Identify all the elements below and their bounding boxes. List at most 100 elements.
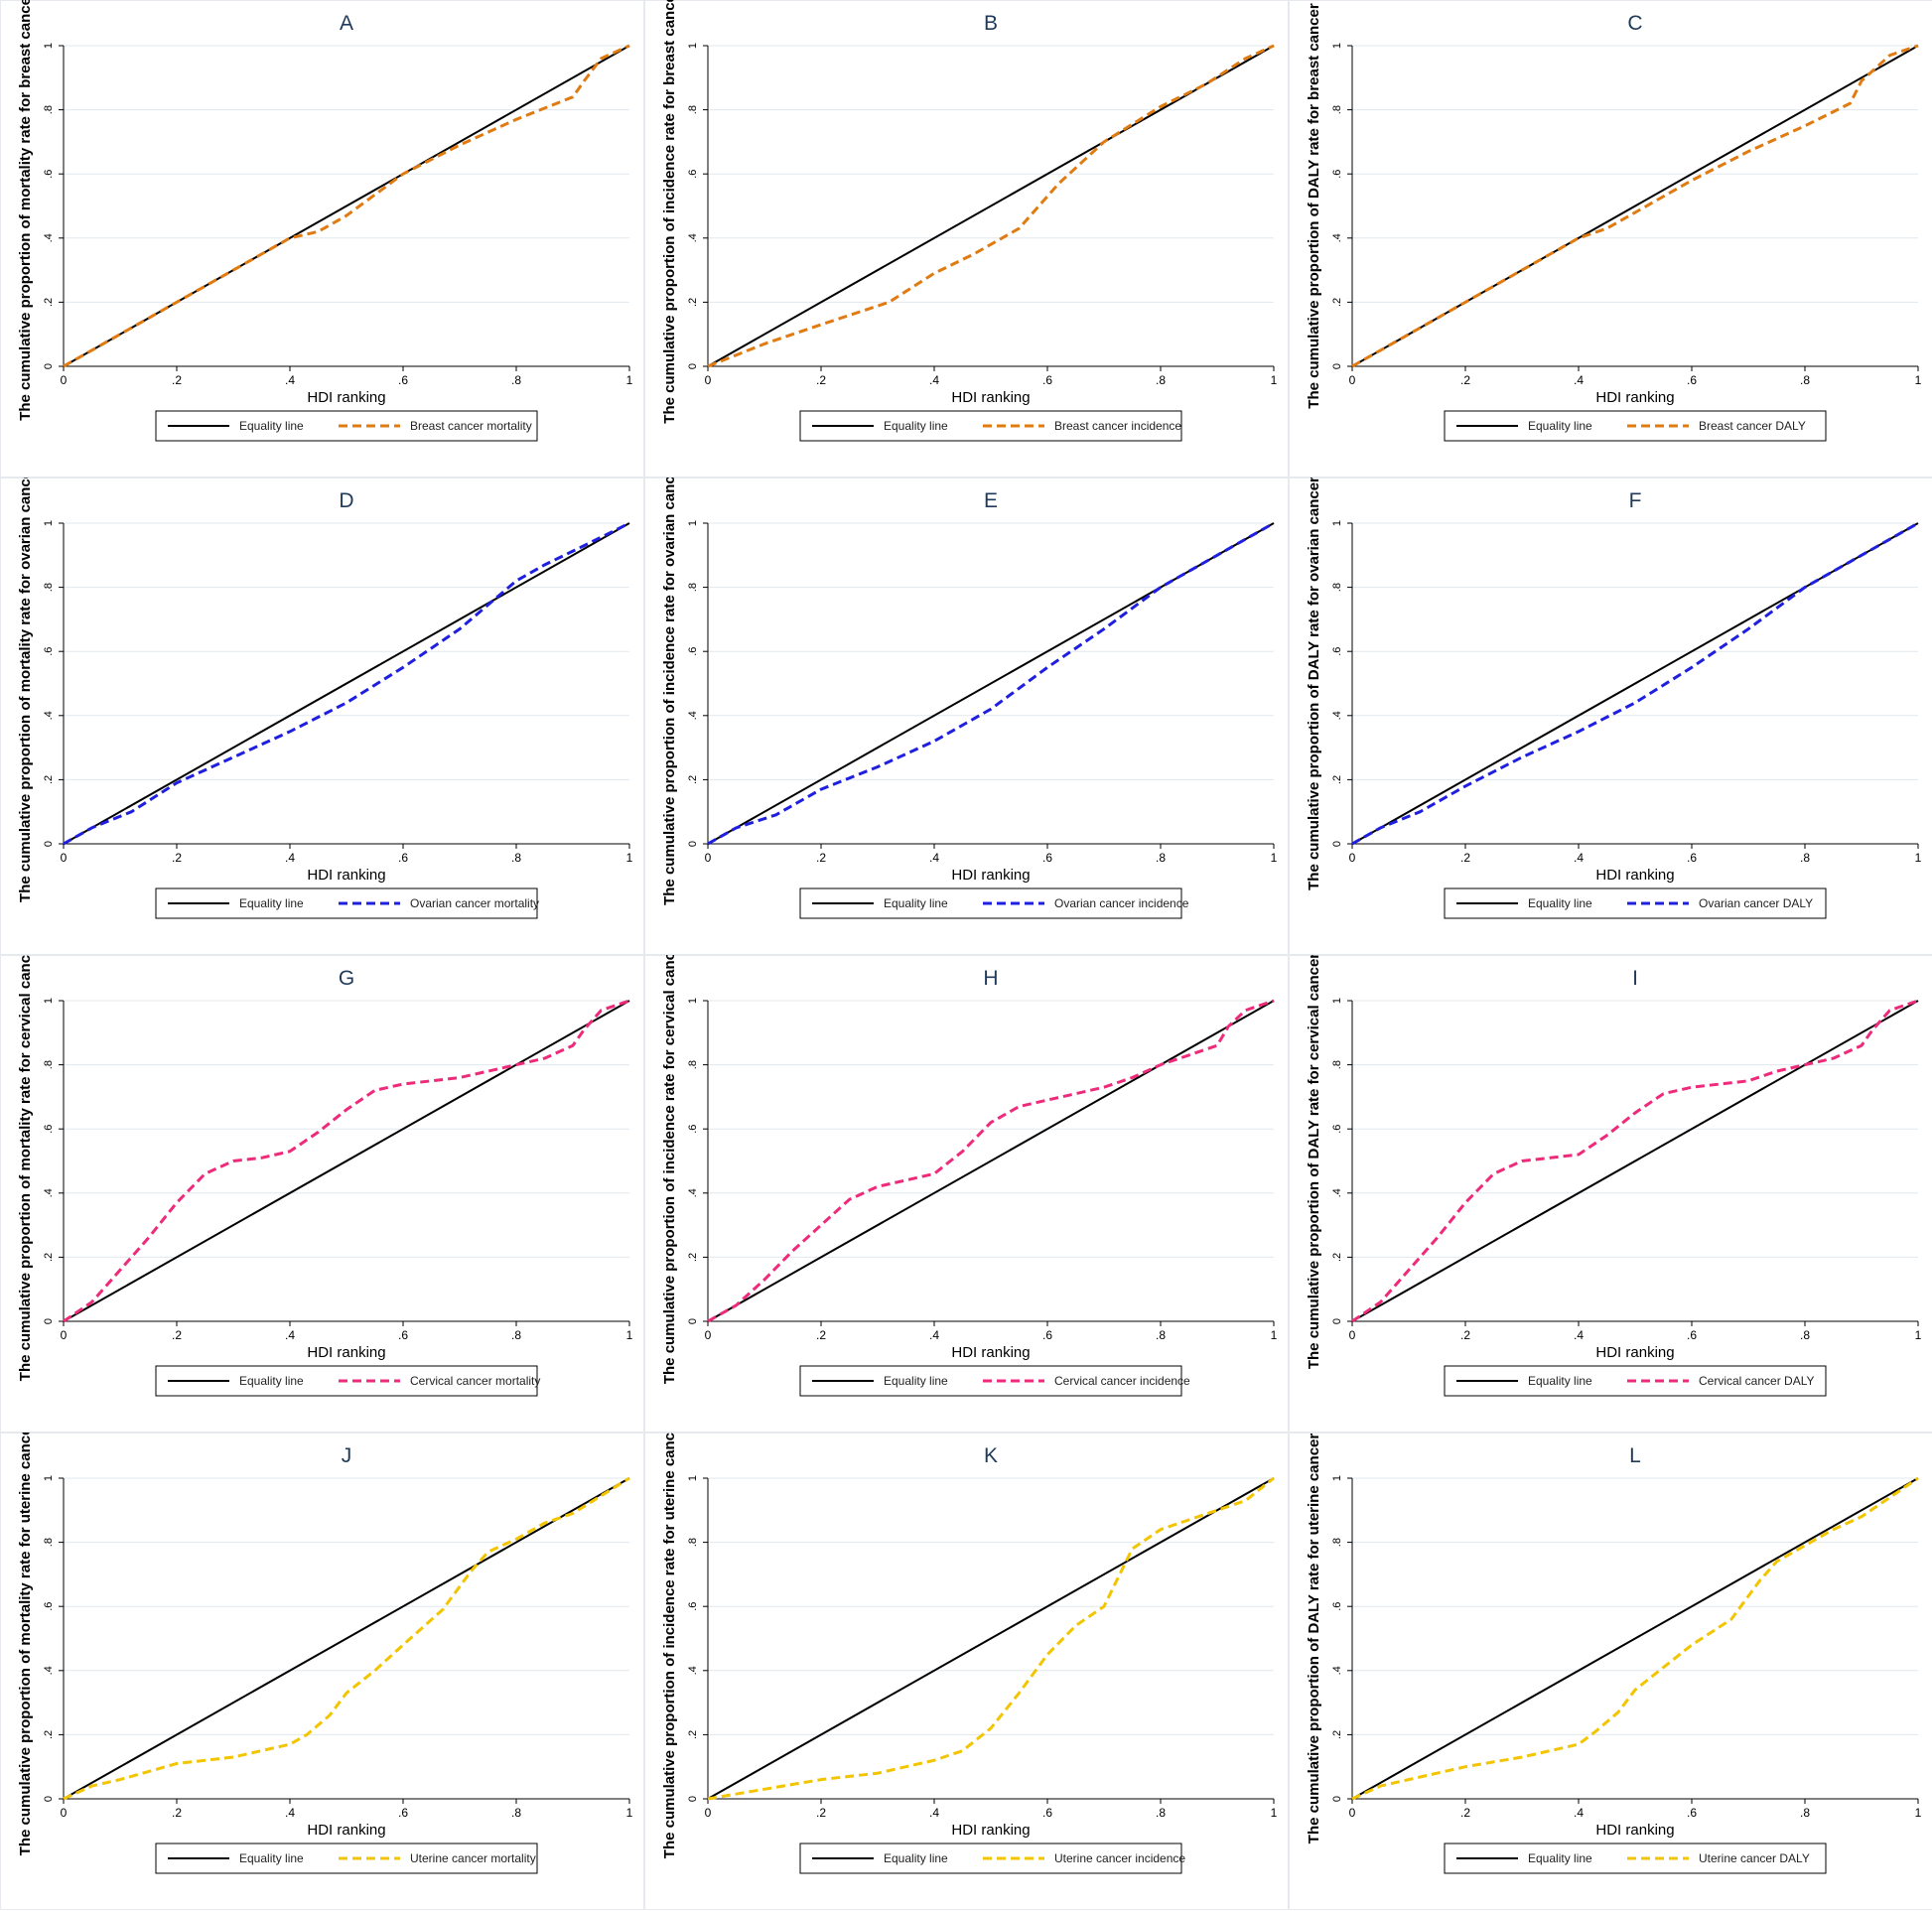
- y-tick-label: .8: [1331, 1060, 1343, 1069]
- legend: Equality line Uterine cancer DALY: [1444, 1843, 1827, 1874]
- equality-line: [1351, 1477, 1919, 1800]
- x-tick-label: 1: [1271, 851, 1278, 865]
- data-series-line: [1351, 1476, 1919, 1801]
- y-tick-label: .4: [43, 1666, 55, 1675]
- y-tick-label: .2: [1331, 298, 1343, 307]
- legend-label: Equality line: [884, 1374, 948, 1388]
- y-axis-label: The cumulative proportion of mortality r…: [17, 478, 34, 902]
- legend: Equality line Uterine cancer mortality: [155, 1843, 538, 1874]
- y-tick-label: 1: [43, 998, 55, 1004]
- x-tick-label: .2: [1460, 1328, 1470, 1342]
- x-tick-label: .6: [1042, 373, 1052, 387]
- panel-frame: [1289, 478, 1932, 955]
- x-tick-label: 0: [61, 373, 68, 387]
- panel-frame: [0, 478, 644, 955]
- data-series-line: [1351, 999, 1919, 1323]
- legend-label: Equality line: [884, 1851, 948, 1865]
- panel-title: E: [984, 489, 998, 512]
- x-tick-label: .2: [172, 851, 182, 865]
- x-axis-label: HDI ranking: [1595, 1822, 1674, 1839]
- y-tick-label: .2: [687, 1253, 699, 1262]
- y-tick-label: 0: [1331, 1318, 1343, 1324]
- x-tick-label: 1: [1915, 851, 1922, 865]
- x-tick-label: 1: [626, 1328, 633, 1342]
- x-tick-label: 1: [1271, 1806, 1278, 1820]
- y-axis-label: The cumulative proportion of incidence r…: [661, 1433, 678, 1858]
- y-tick-label: .6: [687, 170, 699, 179]
- legend: Equality line Cervical cancer mortality: [155, 1365, 540, 1397]
- x-tick-label: 1: [626, 851, 633, 865]
- legend-label: Equality line: [1528, 1851, 1592, 1865]
- y-tick-label: .2: [43, 298, 55, 307]
- x-tick-label: 0: [61, 1806, 68, 1820]
- data-series-line: [707, 521, 1275, 846]
- chart-panel-b: 00 .2 .2 .4 .4 .6 .6 .8 .8 1 1 B HDI ranking The cumu…: [644, 0, 1289, 478]
- y-tick-label: .6: [43, 170, 55, 179]
- x-tick-label: .6: [398, 1328, 408, 1342]
- x-tick-label: .8: [1800, 373, 1810, 387]
- y-tick-label: .6: [687, 1602, 699, 1611]
- y-tick-label: 0: [687, 841, 699, 847]
- y-tick-label: .4: [43, 1188, 55, 1197]
- legend-label: Equality line: [1528, 419, 1592, 433]
- x-tick-label: .8: [511, 851, 521, 865]
- legend-label: Breast cancer mortality: [410, 419, 532, 433]
- equality-line: [63, 1477, 630, 1800]
- legend-label: Breast cancer incidence: [1054, 419, 1181, 433]
- legend-label: Ovarian cancer incidence: [1054, 896, 1189, 910]
- y-tick-label: .4: [1331, 711, 1343, 720]
- y-axis-label: The cumulative proportion of mortality r…: [17, 1433, 34, 1855]
- panel-frame: [0, 1433, 644, 1910]
- y-tick-label: 1: [687, 43, 699, 49]
- legend-label: Equality line: [239, 419, 304, 433]
- y-tick-label: .4: [43, 233, 55, 242]
- y-tick-label: .8: [43, 1060, 55, 1069]
- panel-frame: [1289, 0, 1932, 478]
- x-tick-label: 1: [1271, 1328, 1278, 1342]
- x-tick-label: .6: [1687, 1328, 1697, 1342]
- y-tick-label: .8: [43, 105, 55, 114]
- panel-frame: [644, 955, 1289, 1433]
- equality-line: [707, 1000, 1275, 1322]
- x-tick-label: .6: [1042, 1328, 1052, 1342]
- legend: Equality line Cervical cancer DALY: [1444, 1365, 1827, 1397]
- y-axis-label: The cumulative proportion of DALY rate f…: [1306, 478, 1322, 890]
- x-tick-label: .8: [1800, 1806, 1810, 1820]
- data-series-line: [63, 1476, 630, 1801]
- legend: Equality line Breast cancer DALY: [1444, 410, 1827, 442]
- x-axis-label: HDI ranking: [307, 389, 385, 406]
- y-tick-label: .8: [687, 1538, 699, 1547]
- y-tick-label: .4: [687, 1666, 699, 1675]
- y-tick-label: 0: [1331, 1796, 1343, 1802]
- y-tick-label: .6: [43, 1602, 55, 1611]
- x-tick-label: .6: [1042, 851, 1052, 865]
- equality-line: [63, 45, 630, 367]
- panel-title: J: [342, 1444, 352, 1467]
- panel-title: L: [1629, 1444, 1641, 1467]
- y-tick-label: 1: [1331, 998, 1343, 1004]
- y-tick-label: .8: [43, 583, 55, 592]
- y-tick-label: 1: [1331, 520, 1343, 526]
- x-tick-label: 1: [626, 373, 633, 387]
- y-axis-label: The cumulative proportion of incidence r…: [661, 0, 678, 424]
- y-tick-label: .8: [43, 1538, 55, 1547]
- y-tick-label: .4: [1331, 1188, 1343, 1197]
- legend: Equality line Ovarian cancer incidence: [799, 887, 1189, 919]
- data-series-line: [63, 521, 630, 846]
- y-tick-label: .8: [1331, 105, 1343, 114]
- x-tick-label: .2: [1460, 1806, 1470, 1820]
- x-tick-label: .4: [285, 1328, 295, 1342]
- data-series-line: [707, 1476, 1275, 1801]
- x-tick-label: .4: [1574, 1328, 1584, 1342]
- legend: Equality line Breast cancer incidence: [799, 410, 1182, 442]
- x-axis-label: HDI ranking: [307, 867, 385, 884]
- x-tick-label: 0: [705, 373, 712, 387]
- y-tick-label: .2: [1331, 1730, 1343, 1739]
- legend-label: Equality line: [239, 1851, 304, 1865]
- y-tick-label: 0: [1331, 841, 1343, 847]
- equality-line: [63, 522, 630, 845]
- panel-title: G: [339, 967, 354, 990]
- legend-label: Uterine cancer DALY: [1699, 1851, 1810, 1865]
- y-tick-label: 1: [1331, 43, 1343, 49]
- legend-label: Cervical cancer incidence: [1054, 1374, 1190, 1388]
